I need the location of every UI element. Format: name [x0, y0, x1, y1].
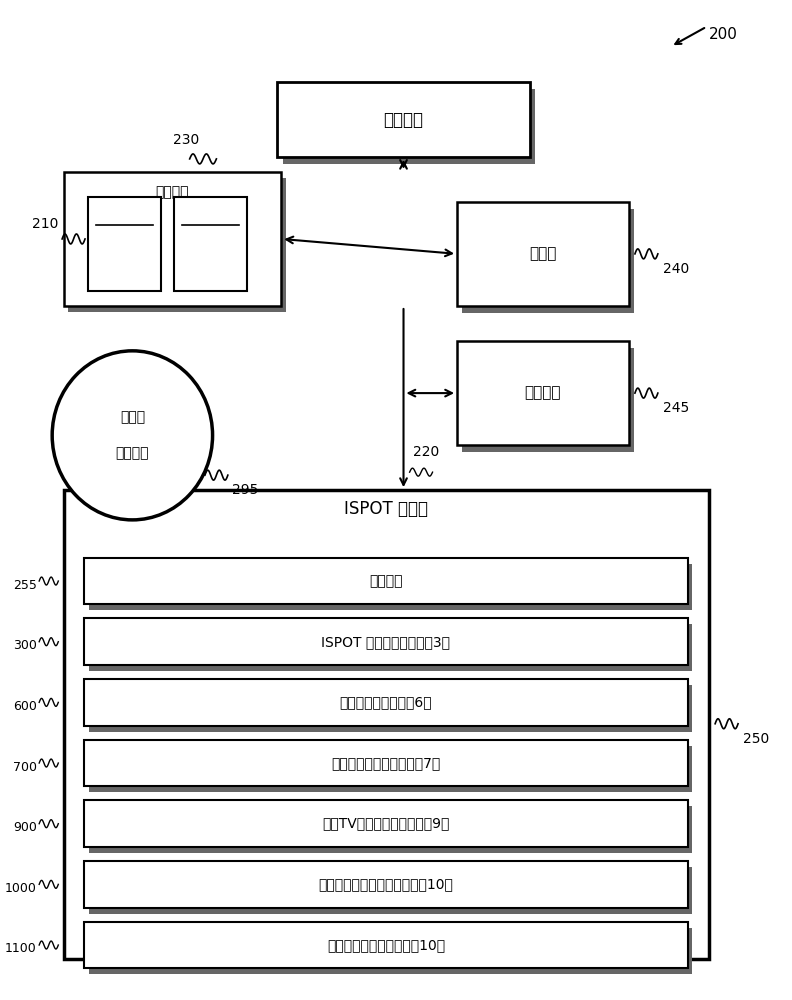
Text: 1100: 1100: [6, 942, 37, 955]
Text: 210: 210: [32, 217, 59, 231]
Text: ISPOT 数据存储（参见图3）: ISPOT 数据存储（参见图3）: [322, 635, 451, 649]
Text: 295: 295: [232, 483, 258, 497]
FancyBboxPatch shape: [63, 490, 709, 959]
Text: 212: 212: [110, 213, 139, 227]
FancyBboxPatch shape: [68, 178, 286, 312]
FancyBboxPatch shape: [89, 746, 692, 792]
Text: 214: 214: [196, 213, 225, 227]
Text: 操作系统: 操作系统: [369, 574, 402, 588]
Text: 245: 245: [663, 401, 690, 415]
Text: 600: 600: [13, 700, 37, 713]
Text: 300: 300: [13, 639, 37, 652]
Text: 计算机: 计算机: [120, 410, 145, 424]
FancyBboxPatch shape: [89, 564, 692, 610]
FancyBboxPatch shape: [84, 618, 687, 665]
FancyBboxPatch shape: [89, 685, 692, 732]
Text: 智能TV数据收集器（参见图9）: 智能TV数据收集器（参见图9）: [322, 817, 450, 831]
FancyBboxPatch shape: [283, 89, 535, 164]
FancyBboxPatch shape: [89, 867, 692, 914]
Text: 240: 240: [663, 262, 690, 276]
Text: 230: 230: [173, 133, 199, 147]
FancyBboxPatch shape: [89, 624, 692, 671]
Text: 可读介质: 可读介质: [116, 446, 149, 460]
Text: 255: 255: [13, 579, 37, 592]
Text: ISPOT 服务器: ISPOT 服务器: [345, 500, 428, 518]
Text: 广告采集器（参见图6）: 广告采集器（参见图6）: [340, 695, 432, 709]
FancyBboxPatch shape: [84, 800, 687, 847]
FancyBboxPatch shape: [84, 679, 687, 726]
Text: 输入装置: 输入装置: [524, 386, 562, 401]
FancyBboxPatch shape: [84, 740, 687, 786]
FancyBboxPatch shape: [84, 922, 687, 968]
FancyBboxPatch shape: [277, 82, 530, 157]
FancyBboxPatch shape: [63, 172, 281, 306]
Text: GPU: GPU: [197, 262, 224, 275]
Text: 网络接口: 网络接口: [383, 111, 424, 129]
Text: 220: 220: [413, 445, 439, 459]
Ellipse shape: [52, 351, 212, 520]
FancyBboxPatch shape: [84, 558, 687, 604]
Text: 处理单元: 处理单元: [156, 185, 189, 199]
FancyBboxPatch shape: [88, 197, 161, 291]
Text: 700: 700: [13, 761, 37, 774]
Text: 900: 900: [13, 821, 37, 834]
FancyBboxPatch shape: [89, 928, 692, 974]
Text: CPU: CPU: [112, 262, 137, 275]
Text: 显示器: 显示器: [529, 246, 557, 261]
FancyBboxPatch shape: [89, 806, 692, 853]
FancyBboxPatch shape: [84, 861, 687, 908]
Text: 广告插入类型确定器（参见图10）: 广告插入类型确定器（参见图10）: [318, 877, 453, 891]
Text: 媒体计划确定器（参见图7）: 媒体计划确定器（参见图7）: [331, 756, 440, 770]
FancyBboxPatch shape: [457, 341, 629, 445]
Text: 新的广告标识符（参见图10）: 新的广告标识符（参见图10）: [327, 938, 445, 952]
Text: 250: 250: [744, 732, 770, 746]
Text: 1000: 1000: [5, 882, 37, 895]
FancyBboxPatch shape: [457, 202, 629, 306]
FancyBboxPatch shape: [463, 348, 634, 452]
Text: 200: 200: [709, 27, 738, 42]
FancyBboxPatch shape: [174, 197, 247, 291]
FancyBboxPatch shape: [463, 209, 634, 313]
